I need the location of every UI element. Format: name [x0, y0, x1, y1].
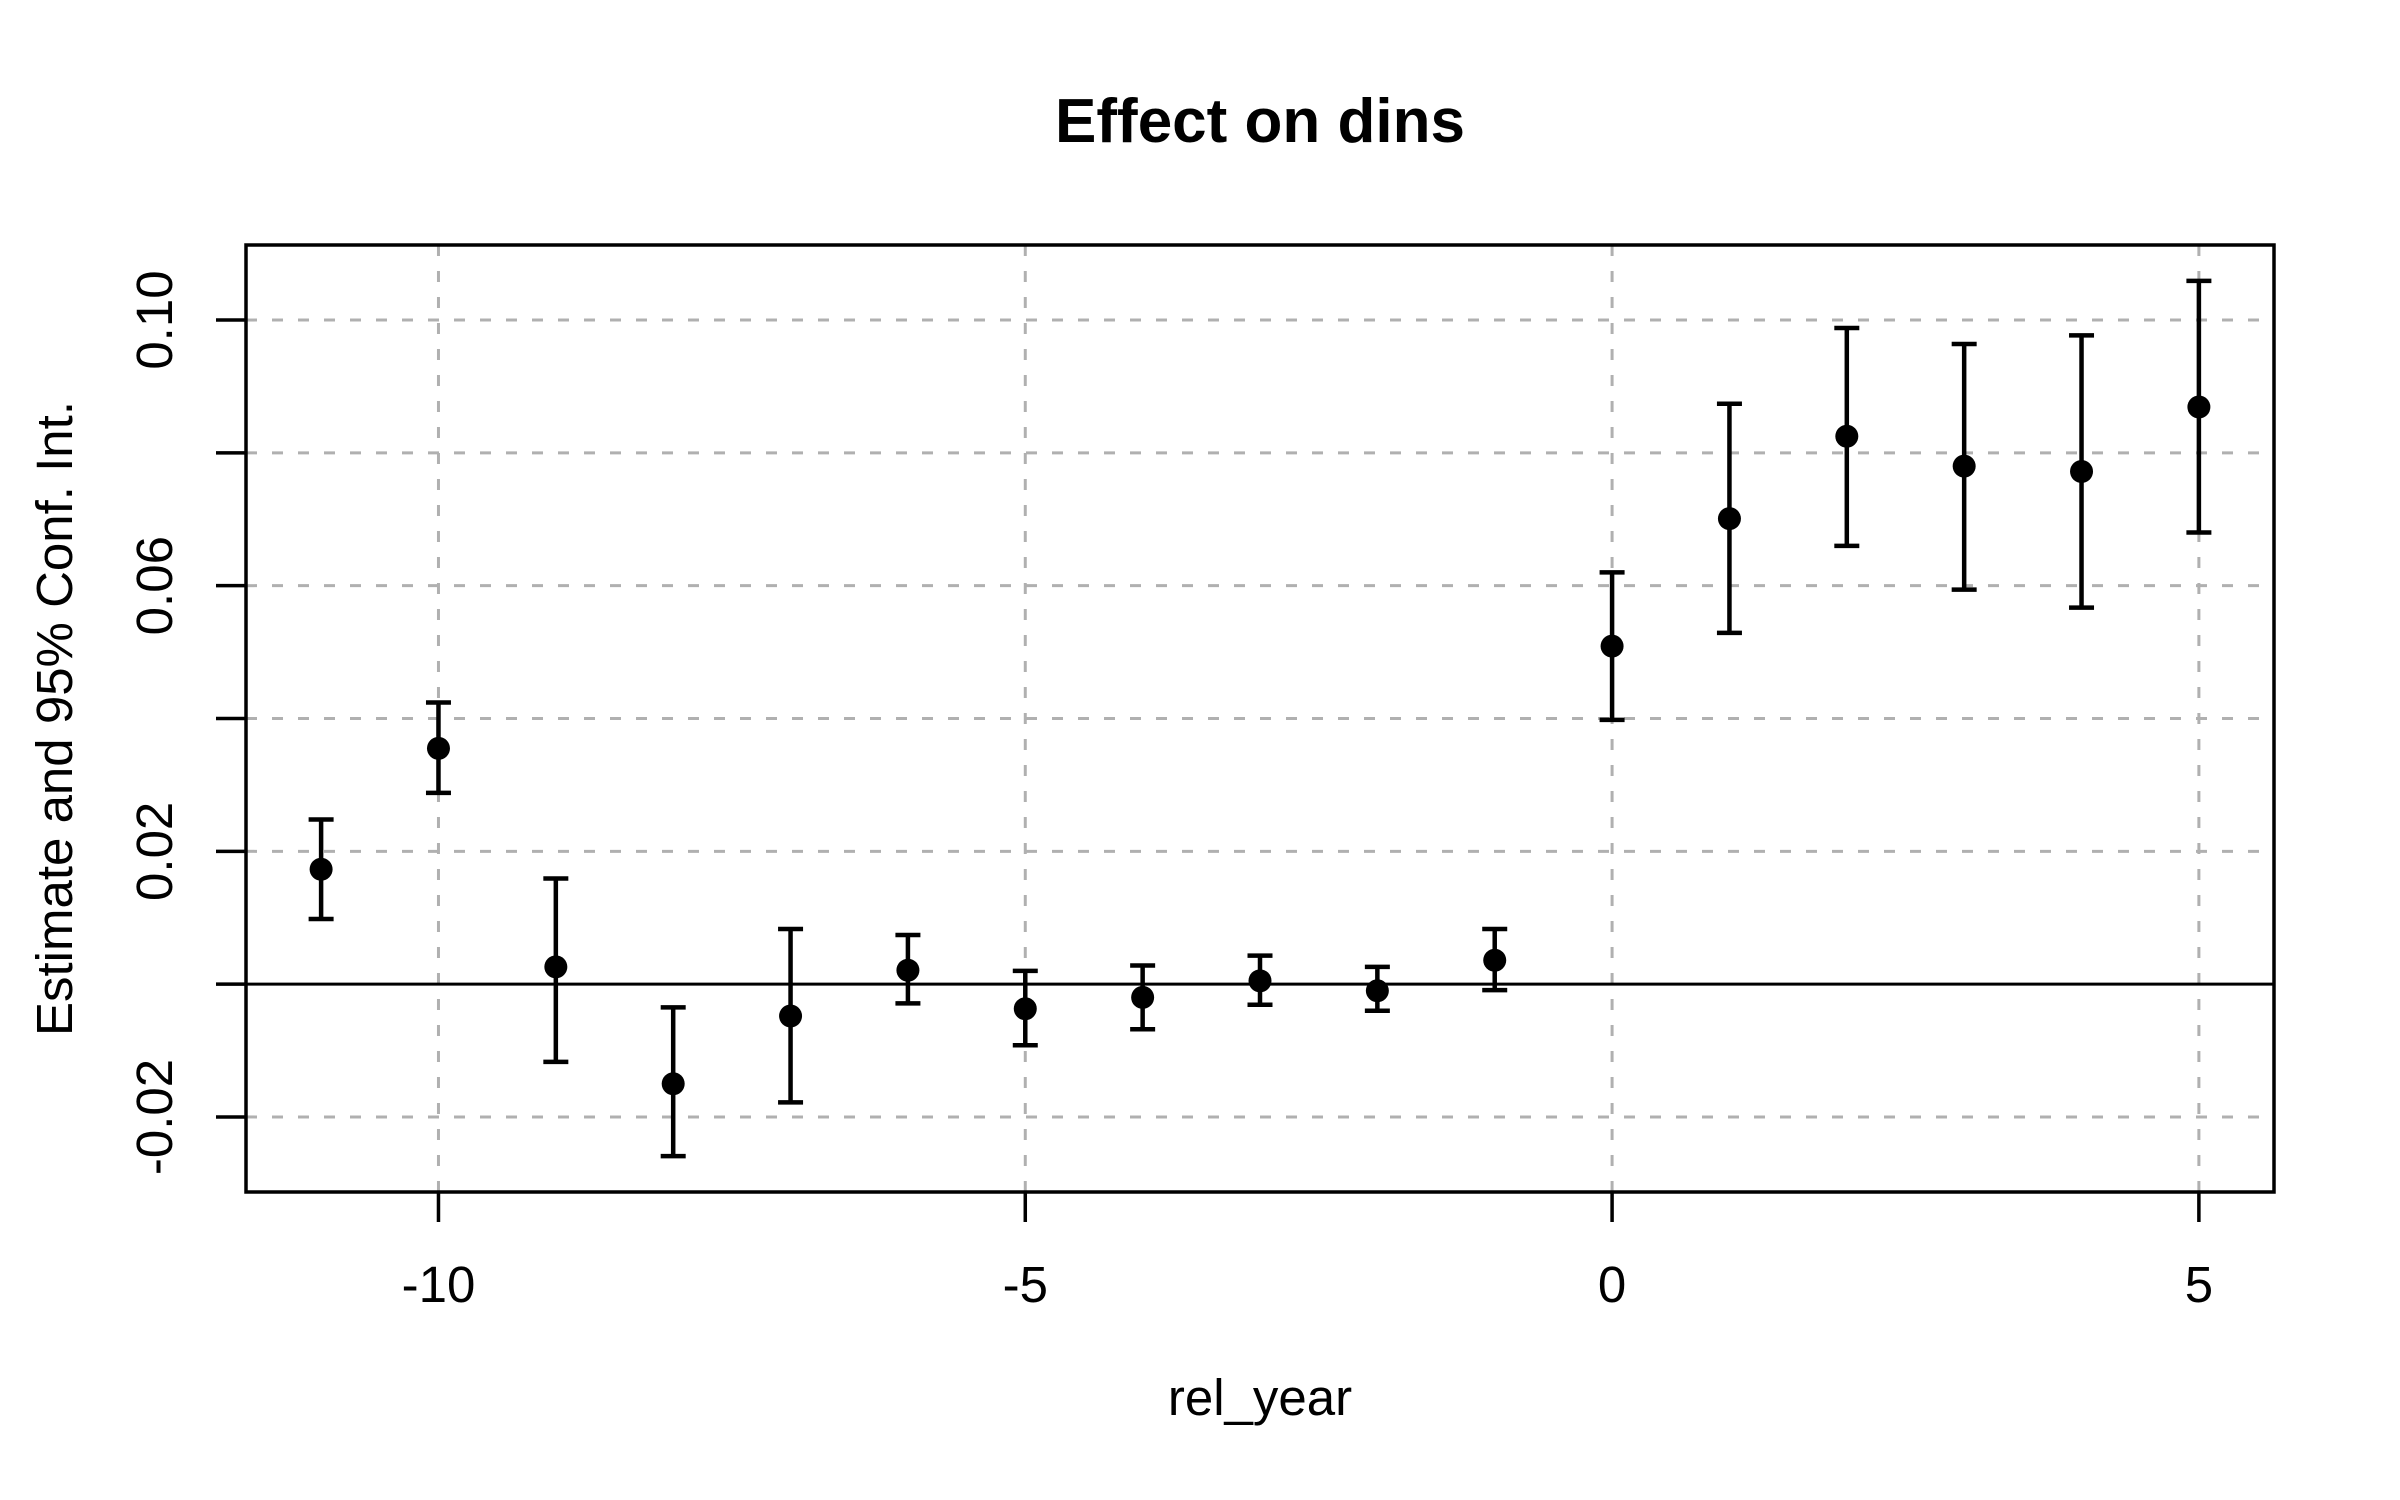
x-tick-label: 5	[2185, 1256, 2213, 1313]
axis-ticks	[216, 318, 2201, 1222]
data-point	[661, 1072, 685, 1096]
data-point	[1717, 507, 1741, 531]
x-tick-label: 0	[1598, 1256, 1626, 1313]
y-tick-label: 0.02	[126, 802, 183, 901]
y-tick-label: -0.02	[126, 1059, 183, 1175]
data-point	[1248, 969, 1272, 993]
data-point	[779, 1004, 803, 1028]
data-point	[1483, 948, 1507, 972]
data-point	[1600, 634, 1624, 658]
x-tick-label: -10	[402, 1256, 476, 1313]
data-point	[2070, 459, 2094, 483]
data-point	[309, 857, 333, 881]
data-point	[544, 955, 568, 979]
data-point	[426, 736, 450, 760]
y-axis-label: Estimate and 95% Conf. Int.	[26, 401, 83, 1036]
data-point	[1952, 454, 1976, 478]
data-point	[1013, 997, 1037, 1021]
y-tick-label: 0.06	[126, 536, 183, 635]
axis-tick-labels: 0.10 0.06 0.02 -0.02 -10 -5 0 5	[126, 270, 2213, 1313]
data-point	[1835, 424, 1859, 448]
x-tick-label: -5	[1003, 1256, 1048, 1313]
data-point	[896, 958, 920, 982]
data-point	[1131, 985, 1155, 1009]
data-point	[2187, 395, 2211, 419]
x-axis-label: rel_year	[1168, 1369, 1352, 1426]
chart-title: Effect on dins	[1055, 87, 1465, 156]
y-tick-label: 0.10	[126, 270, 183, 369]
gridlines	[246, 245, 2274, 1192]
data-point	[1365, 979, 1389, 1003]
data-points	[309, 395, 2211, 1096]
